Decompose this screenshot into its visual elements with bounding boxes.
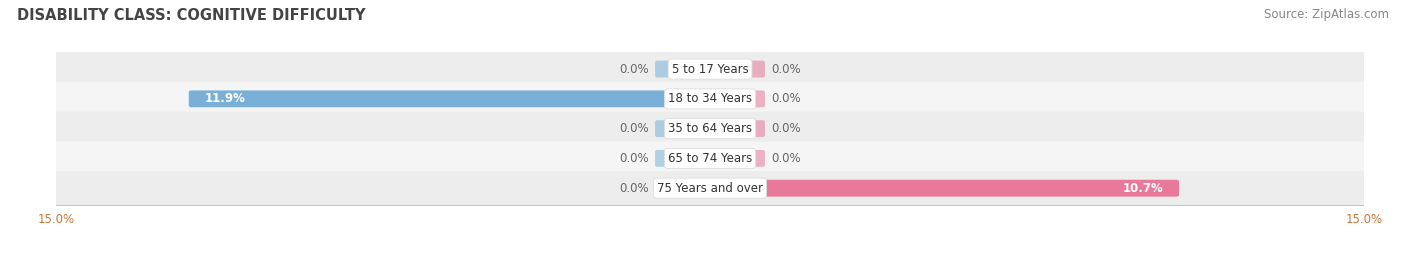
Text: 5 to 17 Years: 5 to 17 Years <box>672 63 748 76</box>
Text: Source: ZipAtlas.com: Source: ZipAtlas.com <box>1264 8 1389 21</box>
Text: 65 to 74 Years: 65 to 74 Years <box>668 152 752 165</box>
FancyBboxPatch shape <box>655 120 713 137</box>
FancyBboxPatch shape <box>48 52 1372 86</box>
Text: 35 to 64 Years: 35 to 64 Years <box>668 122 752 135</box>
FancyBboxPatch shape <box>707 150 765 167</box>
Text: 0.0%: 0.0% <box>620 152 650 165</box>
FancyBboxPatch shape <box>48 82 1372 116</box>
FancyBboxPatch shape <box>48 142 1372 175</box>
Text: 18 to 34 Years: 18 to 34 Years <box>668 92 752 105</box>
FancyBboxPatch shape <box>655 61 713 77</box>
Text: 0.0%: 0.0% <box>770 122 800 135</box>
Text: 0.0%: 0.0% <box>620 182 650 195</box>
FancyBboxPatch shape <box>707 90 765 107</box>
Text: 0.0%: 0.0% <box>620 63 650 76</box>
Legend: Male, Female: Male, Female <box>647 264 773 268</box>
FancyBboxPatch shape <box>707 180 1180 197</box>
Text: 0.0%: 0.0% <box>770 152 800 165</box>
FancyBboxPatch shape <box>48 171 1372 205</box>
Text: DISABILITY CLASS: COGNITIVE DIFFICULTY: DISABILITY CLASS: COGNITIVE DIFFICULTY <box>17 8 366 23</box>
Text: 75 Years and over: 75 Years and over <box>657 182 763 195</box>
FancyBboxPatch shape <box>48 112 1372 146</box>
Text: 10.7%: 10.7% <box>1122 182 1163 195</box>
Text: 0.0%: 0.0% <box>770 63 800 76</box>
FancyBboxPatch shape <box>655 150 713 167</box>
FancyBboxPatch shape <box>655 180 713 197</box>
FancyBboxPatch shape <box>707 61 765 77</box>
Text: 0.0%: 0.0% <box>770 92 800 105</box>
FancyBboxPatch shape <box>188 90 713 107</box>
FancyBboxPatch shape <box>707 120 765 137</box>
Text: 0.0%: 0.0% <box>620 122 650 135</box>
Text: 11.9%: 11.9% <box>204 92 245 105</box>
